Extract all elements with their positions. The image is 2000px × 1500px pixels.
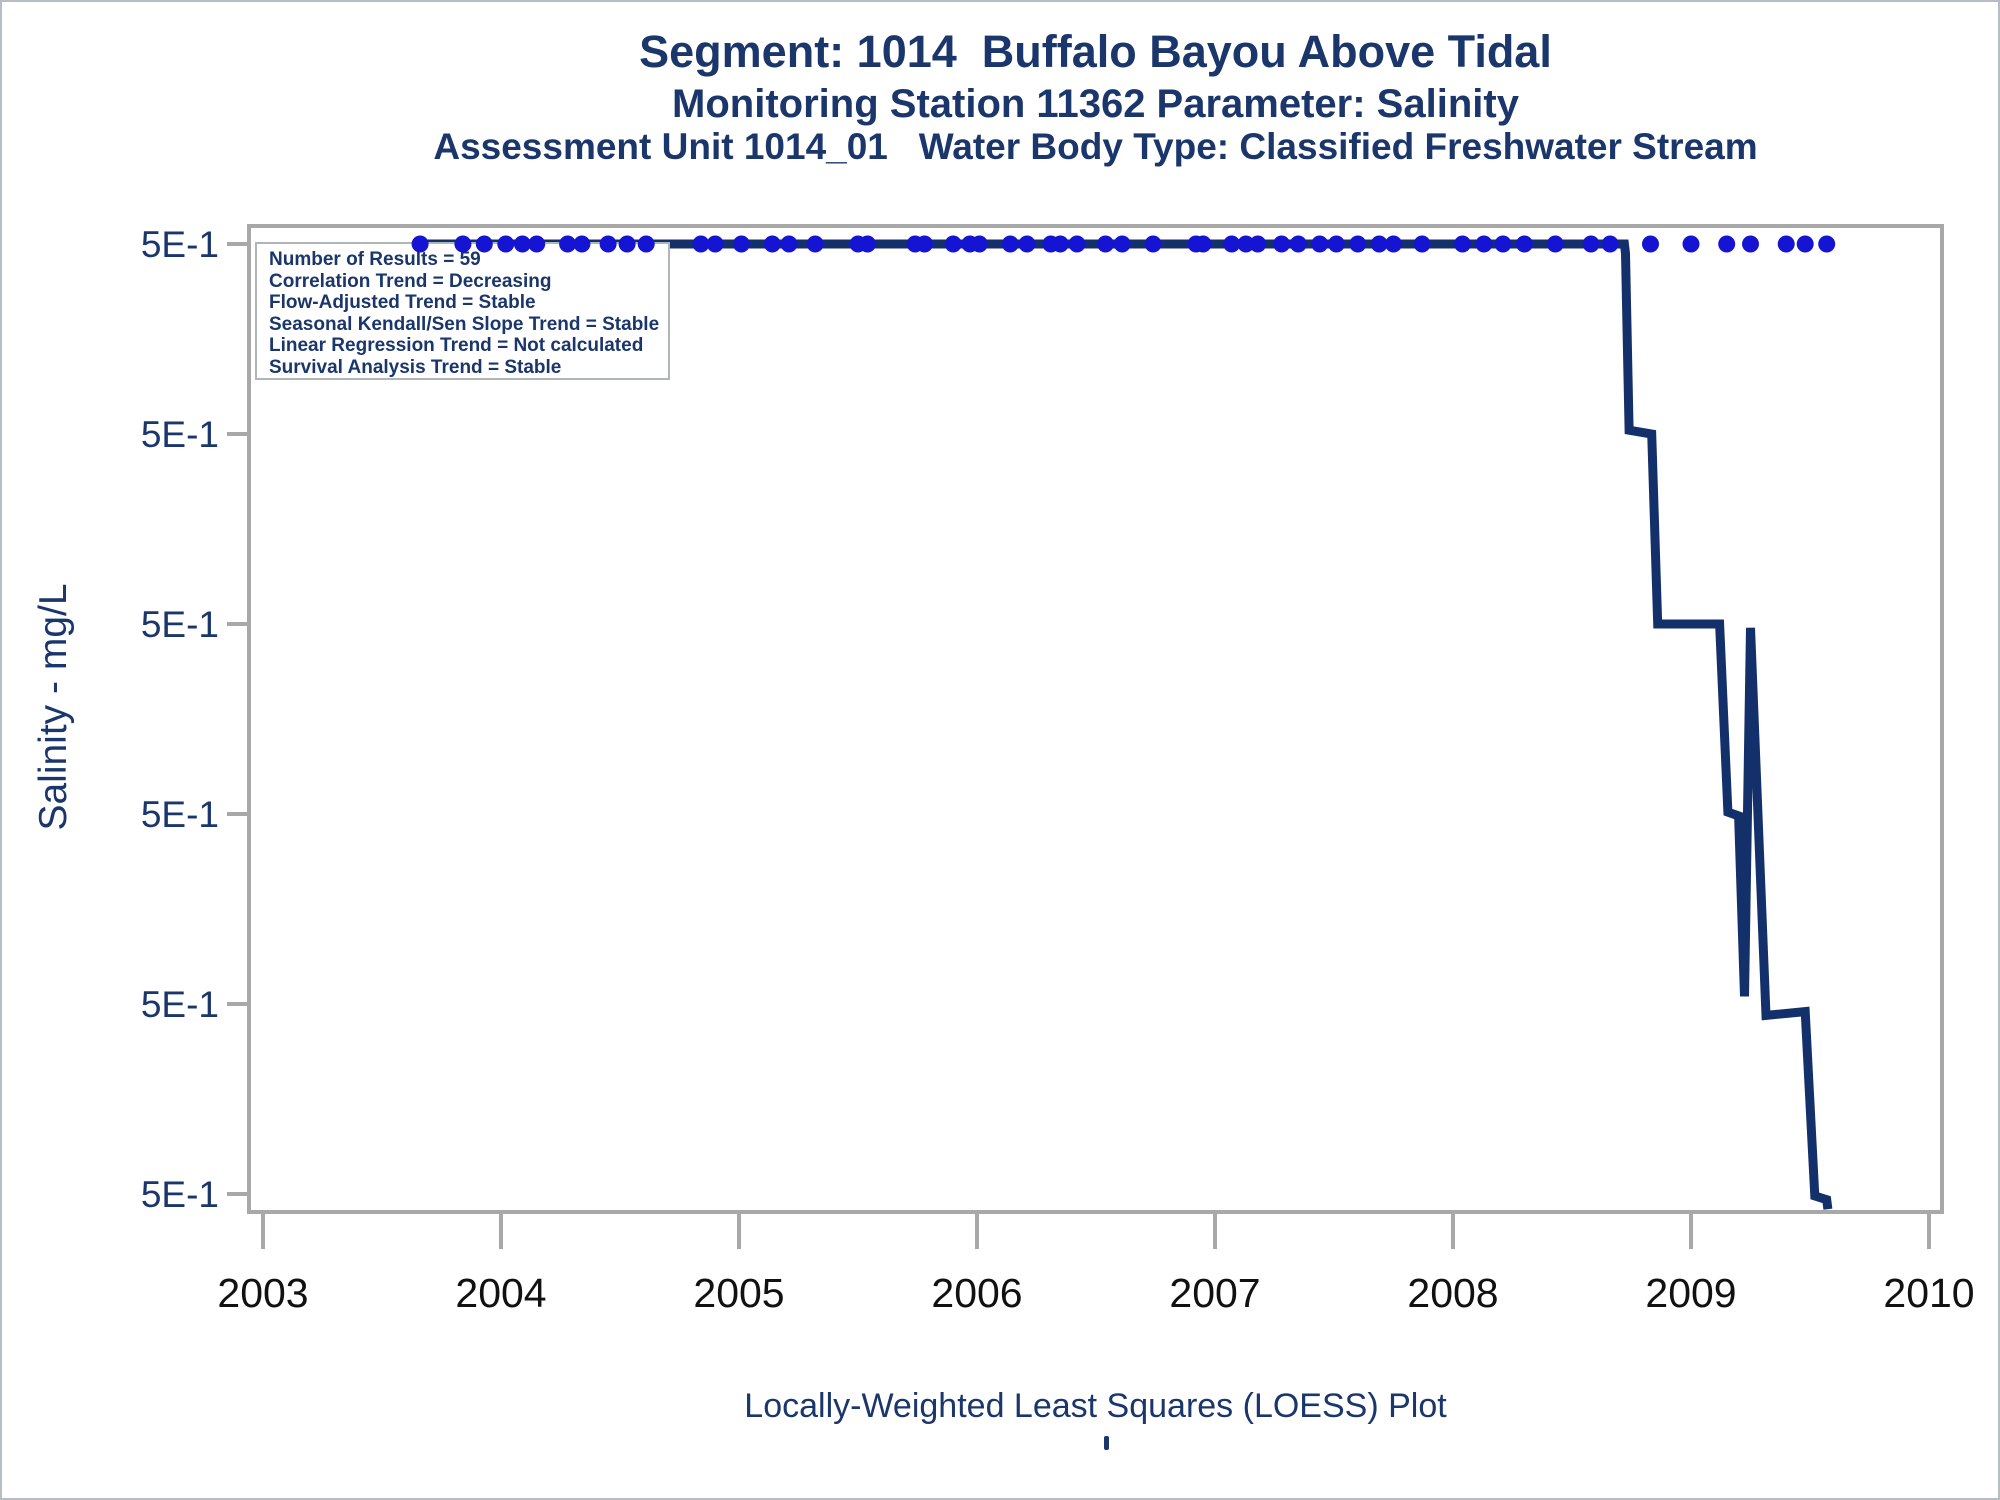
data-point-dot (1642, 235, 1659, 253)
data-point-dot (1001, 235, 1019, 253)
data-point-dot (706, 235, 724, 253)
data-point-dot (497, 235, 515, 253)
legend-line-correlation-trend: Correlation Trend = Decreasing (269, 270, 552, 292)
footer-tick-mark (1104, 1436, 1109, 1450)
data-point-dot (637, 235, 655, 253)
plot-frame (247, 224, 1944, 1214)
x-tick-label: 2005 (693, 1270, 784, 1316)
x-tick-label: 2007 (1169, 1270, 1260, 1316)
y-tick-label: 5E-1 (141, 1174, 219, 1215)
data-point-dot (454, 235, 472, 253)
footer-caption: Locally-Weighted Least Squares (LOESS) P… (744, 1387, 1447, 1425)
y-tick-label: 5E-1 (141, 224, 219, 265)
data-point-dot (916, 235, 934, 253)
data-point-dot (475, 235, 493, 253)
data-point-dot (806, 235, 824, 253)
x-tick-label: 2006 (931, 1270, 1022, 1316)
data-point-dot (1385, 235, 1402, 253)
legend-line-flow-adjusted-trend: Flow-Adjusted Trend = Stable (269, 292, 536, 313)
data-point-dot (1582, 235, 1600, 253)
data-point-dot (692, 235, 710, 253)
data-point-dot (859, 235, 876, 253)
data-point-dot (1273, 235, 1291, 253)
data-point-dot (1113, 235, 1131, 253)
data-point-dot (1413, 235, 1431, 253)
chart-title-line2: Monitoring Station 11362 Parameter: Sali… (672, 82, 1519, 126)
data-point-dot (1327, 235, 1345, 253)
y-tick-label: 5E-1 (141, 414, 219, 455)
data-point-dot (1494, 235, 1512, 253)
chart-title-line1: Segment: 1014 Buffalo Bayou Above Tidal (639, 26, 1552, 77)
x-tick-label: 2008 (1407, 1270, 1498, 1316)
data-point-dot (1068, 235, 1086, 253)
data-point-dot (411, 235, 429, 253)
data-point-dot (1777, 235, 1795, 253)
data-point-dot (763, 235, 781, 253)
data-point-dot (1194, 235, 1212, 253)
legend-line-linear-regression-trend: Linear Regression Trend = Not calculated (269, 335, 644, 356)
x-tick-label: 2009 (1645, 1270, 1736, 1316)
legend-line-number-of-results: Number of Results = 59 (269, 249, 481, 270)
data-point-dot (1718, 235, 1736, 253)
data-point-dot (559, 235, 577, 253)
data-point-dot (1349, 235, 1367, 253)
data-point-dot (573, 235, 591, 253)
data-point-dot (1515, 235, 1533, 253)
data-point-dot (1237, 235, 1255, 253)
data-point-dot (1796, 235, 1814, 253)
data-point-dot (513, 235, 531, 253)
legend-line-survival-analysis-trend: Survival Analysis Trend = Stable (269, 356, 562, 378)
x-tick-label: 2004 (455, 1270, 546, 1316)
data-point-dot (1475, 235, 1493, 253)
data-point-dot (599, 235, 617, 253)
data-point-dot (1249, 235, 1267, 253)
data-point-dot (1682, 235, 1700, 253)
data-point-dot (1546, 235, 1564, 253)
data-point-dot (1018, 235, 1036, 253)
stats-legend-box: Number of Results = 59 Correlation Trend… (255, 242, 670, 380)
x-tick-label: 2003 (217, 1270, 308, 1316)
data-point-dot (1311, 235, 1329, 253)
loess-line (421, 239, 1833, 1210)
data-point-dot (1144, 235, 1162, 253)
data-point-dot (1454, 235, 1471, 253)
data-point-dot (970, 235, 988, 253)
data-point-dot (780, 235, 798, 253)
data-point-dot (732, 235, 750, 253)
data-point-dot (944, 235, 962, 253)
data-point-dot (1097, 235, 1114, 253)
data-point-dot (1742, 235, 1759, 253)
legend-line-seasonal-kendall-trend: Seasonal Kendall/Sen Slope Trend = Stabl… (269, 313, 660, 335)
data-point-dot (1051, 235, 1069, 253)
data-point-dot (1289, 235, 1307, 253)
y-tick-label: 5E-1 (141, 984, 219, 1025)
data-point-dot (1223, 235, 1241, 253)
data-point-dot (618, 235, 636, 253)
data-point-dot (1601, 235, 1619, 253)
y-tick-label: 5E-1 (141, 794, 219, 835)
data-point-dot (1818, 235, 1836, 253)
data-point-dot (1370, 235, 1388, 253)
x-tick-label: 2010 (1883, 1270, 1974, 1316)
chart-title-line3: Assessment Unit 1014_01 Water Body Type:… (433, 126, 1758, 167)
y-tick-label: 5E-1 (141, 604, 219, 645)
data-point-dot (528, 235, 546, 253)
